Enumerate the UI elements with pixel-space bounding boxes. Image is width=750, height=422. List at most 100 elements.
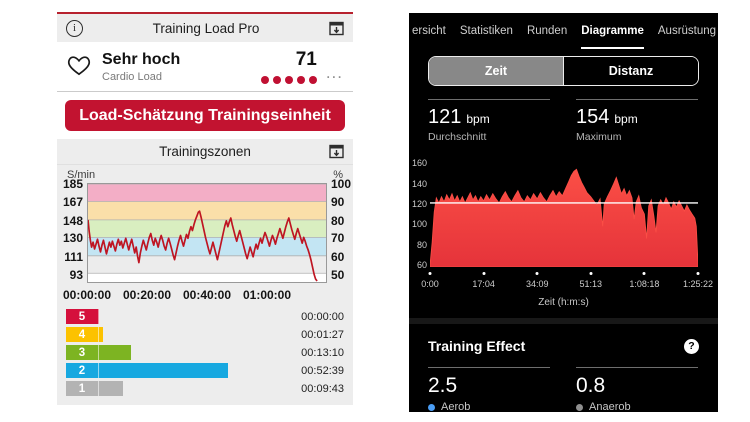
hr-value-row: 121 bpm	[428, 106, 550, 129]
hr-chart-xaxis: 0:00 17:04 34:09 51:13 1:08:18 1:25:22	[421, 279, 713, 290]
te-label-row: Aerob	[428, 401, 550, 412]
hr-xaxis-dot	[696, 272, 700, 275]
yaxis-tick-bpm: 185	[62, 177, 83, 191]
help-icon[interactable]: ?	[684, 338, 699, 354]
load-dot	[296, 76, 305, 84]
hr-yaxis-tick: 100	[411, 219, 427, 230]
training-load-header: i Training Load Pro	[57, 12, 353, 42]
tab-ausrüstung[interactable]: Ausrüstung	[657, 25, 717, 37]
overflow-menu-icon[interactable]: ...	[325, 62, 343, 82]
zones-chart: 185 167 148 130 111 93 100 90 80 70 60 50	[57, 178, 353, 283]
training-zones-section: Trainingszonen S/min % 185 167 148 130 111 93…	[57, 139, 353, 405]
yaxis-tick-percent: 50	[331, 268, 345, 283]
hr-yaxis-tick: 120	[411, 198, 427, 209]
hr-chart-tick-dots	[428, 272, 700, 276]
hr-yaxis-tick: 160	[411, 158, 427, 169]
hr-xaxis-tick: 1:25:22	[682, 279, 714, 289]
yaxis-tick-percent: 70	[331, 231, 345, 246]
zones-yaxis-percent: 100 90 80 70 60 50	[329, 178, 353, 283]
polar-training-load-panel: i Training Load Pro Sehr hoch Cardio Loa…	[57, 12, 353, 405]
yaxis-tick-bpm: 130	[62, 231, 83, 246]
export-window-icon[interactable]	[329, 21, 344, 36]
training-effect-header: Training Effect ?	[428, 338, 699, 354]
yaxis-tick-bpm: 167	[62, 194, 83, 209]
y-axis-unit-right: %	[333, 169, 343, 181]
zone-time: 00:52:39	[301, 364, 344, 377]
zones-plot	[87, 183, 327, 283]
zones-xaxis: 00:00:00 00:20:00 00:40:00 01:00:00	[57, 285, 353, 303]
hr-yaxis-tick: 80	[416, 239, 427, 250]
tab-statistiken[interactable]: Statistiken	[459, 25, 513, 37]
tab-runden[interactable]: Runden	[526, 25, 568, 37]
hr-yaxis-tick: 140	[411, 178, 427, 189]
heart-icon	[67, 54, 93, 81]
time-distance-toggle: Zeit Distanz	[428, 56, 699, 86]
zones-yaxis-bpm: 185 167 148 130 111 93	[57, 178, 85, 283]
zone-bar: 3	[66, 345, 132, 360]
te-value-row: 0.8	[576, 374, 698, 398]
training-effect-title: Training Effect	[428, 338, 526, 354]
hr-chart-xaxis-title: Zeit (h:m:s)	[538, 297, 589, 308]
hr-unit: bpm	[466, 112, 490, 126]
hr-xaxis-tick: 0:00	[421, 279, 439, 289]
toggle-zeit[interactable]: Zeit	[429, 57, 563, 85]
hr-xaxis-dot	[642, 272, 646, 275]
aerob-dot	[428, 403, 435, 411]
xaxis-tick: 01:00:00	[242, 288, 292, 302]
zone-bar-row: 5 00:00:00	[66, 309, 344, 324]
export-window-icon[interactable]	[329, 144, 344, 159]
zones-header: Trainingszonen	[57, 139, 353, 165]
hr-xaxis-dot	[482, 272, 486, 275]
tab-ersicht[interactable]: ersicht	[412, 25, 446, 37]
te-stat: 0.8 Anaerob	[576, 367, 698, 412]
tab-diagramme[interactable]: Diagramme	[574, 13, 651, 49]
tab-bar: ersicht Statistiken Runden Diagramme Ausrüst…	[409, 13, 718, 49]
te-stat: 2.5 Aerob	[428, 367, 550, 412]
te-label: Aerob	[441, 401, 471, 412]
te-value: 2.5	[428, 374, 458, 397]
hr-value-row: 154 bpm	[576, 106, 698, 129]
heart-rate-chart: 160 140 120 100 80 60 0:00 17:04 34:09 51:13 1:08…	[409, 155, 718, 291]
garmin-diagrams-panel: ersicht Statistiken Runden Diagramme Ausrüst…	[409, 13, 718, 412]
yaxis-tick-bpm: 111	[64, 250, 83, 265]
y-axis-unit-left: S/min	[67, 169, 96, 181]
hr-label: Durchschnitt	[428, 131, 487, 143]
zone-bar-row: 1 00:09:43	[66, 381, 344, 396]
zone-bar: 4	[66, 327, 103, 342]
panel-title: Training Load Pro	[152, 20, 260, 36]
section-divider	[409, 318, 718, 324]
zone-bar-row: 4 00:01:27	[66, 327, 344, 342]
yaxis-tick-percent: 100	[331, 177, 352, 191]
zone-number: 5	[66, 309, 99, 324]
hr-xaxis-dot	[589, 272, 593, 275]
hr-xaxis-tick: 17:04	[472, 279, 495, 289]
info-icon[interactable]: i	[66, 19, 83, 37]
divider	[57, 91, 353, 92]
te-value-row: 2.5	[428, 374, 550, 398]
zone-bar-row: 2 00:52:39	[66, 363, 344, 378]
zones-title: Trainingszonen	[159, 144, 251, 159]
load-estimate-button[interactable]: Load-Schätzung Trainingseinheit	[65, 100, 345, 131]
yaxis-tick-percent: 90	[331, 194, 345, 209]
zone-time: 00:00:00	[301, 310, 344, 323]
yaxis-tick-bpm: 148	[62, 213, 83, 228]
yaxis-tick-percent: 80	[331, 213, 345, 228]
training-effect-stats: 2.5 Aerob 0.8 Anaerob	[428, 367, 699, 412]
axis-units-row: S/min %	[57, 165, 353, 183]
hr-yaxis-tick: 60	[416, 259, 427, 270]
zone-time: 00:13:10	[301, 346, 344, 359]
cardio-value-block: 71	[260, 49, 317, 84]
zone-duration-bars: 5 00:00:00 4 00:01:27 3 00:13:10 2 00:52:39 1 00:…	[57, 303, 353, 401]
cardio-value: 71	[295, 49, 317, 70]
zone-time: 00:01:27	[301, 328, 344, 341]
hr-chart-plot[interactable]	[430, 155, 698, 267]
te-label-row: Anaerob	[576, 401, 698, 412]
load-dot	[260, 76, 269, 84]
toggle-distanz[interactable]: Distanz	[563, 57, 698, 85]
hr-value: 154	[576, 106, 610, 128]
hr-xaxis-dot	[428, 272, 432, 275]
xaxis-tick: 00:40:00	[182, 288, 232, 302]
yaxis-tick-bpm: 93	[69, 268, 83, 283]
te-value: 0.8	[576, 374, 606, 397]
zone-bar: 2	[66, 363, 228, 378]
